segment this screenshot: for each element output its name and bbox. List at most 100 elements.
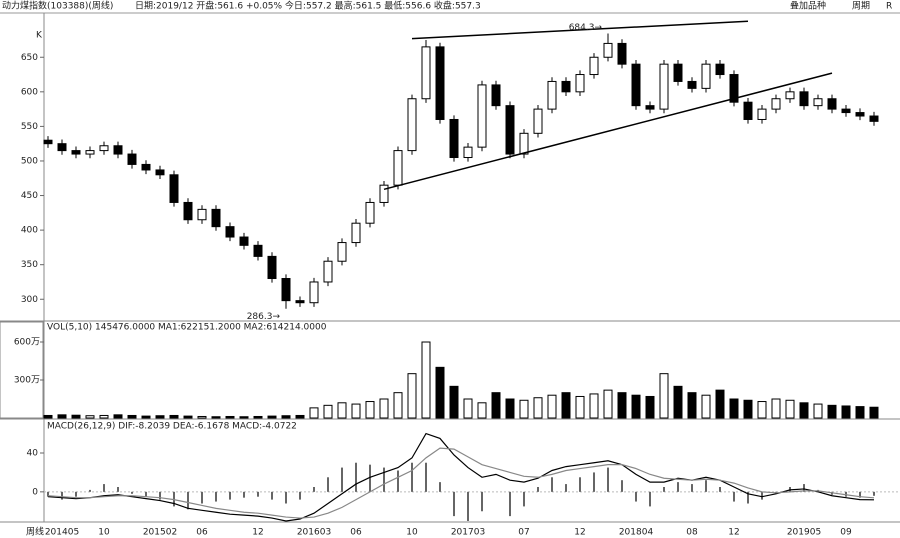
x-tick-label: 06 [350,528,362,538]
candle-body [799,91,809,107]
volume-bar [659,373,669,419]
candle-body [379,184,389,203]
volume-bar [379,398,389,419]
candle-body [43,139,53,145]
volume-bar [869,406,879,419]
x-tick-label: 10 [406,528,418,538]
candle-body [407,98,417,152]
trendline [383,72,833,191]
candle-body [855,112,865,117]
header-button[interactable]: 周期 [852,1,870,12]
volume-bar [785,399,795,419]
candle-body [295,300,305,304]
x-tick-label: 201804 [619,528,654,538]
annotation: 286.3→ [247,312,281,322]
volume-bar [43,414,53,419]
y-tick-label: 40 [27,449,39,459]
candle-body [757,108,767,120]
volume-bar [575,395,585,419]
volume-bar [631,394,641,419]
candle-body [505,105,515,155]
volume-bar [267,415,277,419]
candle-body [603,42,613,58]
candle-body [169,174,179,203]
x-tick-label: 12 [574,528,585,538]
candle-body [701,63,711,89]
volume-bar [701,394,711,419]
volume-bar [365,401,375,419]
candle-body [813,98,823,107]
volume-bar [673,385,683,419]
annotation: 684.3→ [569,23,603,33]
header-button[interactable]: 叠加品种 [790,0,826,12]
candle-body [561,80,571,93]
volume-axis-box [0,321,44,419]
candle-body [71,150,81,155]
volume-bar [743,399,753,419]
volume-bar [757,401,767,419]
volume-bar [57,414,67,419]
volume-bar [85,415,95,419]
candle-body [841,108,851,114]
volume-bar [477,402,487,419]
volume-bar [463,398,473,419]
volume-bar [407,373,417,419]
volume-bar [225,415,235,419]
y-tick-label: 500 [21,156,38,166]
x-tick-label: 12 [252,528,263,538]
volume-bar [561,392,571,419]
volume-bar [113,414,123,419]
volume-bar [855,406,865,419]
y-tick-label: 600 [21,87,38,97]
candle-body [477,84,487,148]
volume-bar [281,415,291,419]
candle-body [281,278,291,302]
candle-body [659,63,669,110]
volume-bar [813,403,823,419]
volume-bar [505,398,515,419]
volume-bar [253,415,263,419]
y-tick-label: 300万 [14,376,40,386]
volume-bar [211,416,221,419]
volume-bar [393,392,403,419]
volume-bar [603,389,613,419]
volume-bar [309,407,319,419]
candle-body [827,98,837,110]
volume-bar [827,404,837,419]
candle-body [533,108,543,134]
candle-body [631,63,641,107]
volume-bar [169,414,179,419]
candle-body [365,201,375,224]
panel-label: K [36,31,43,41]
candle-body [547,80,557,110]
volume-bar [715,389,725,419]
candle-body [435,46,445,120]
volume-legend: VOL(5,10) 145476.0000 MA1:622151.2000 MA… [47,323,327,333]
candle-body [99,145,109,152]
x-tick-label: 12 [728,528,739,538]
candle-body [519,132,529,155]
candle-body [337,242,347,262]
candle-body [197,208,207,221]
candle-body [225,226,235,238]
macd-line [47,432,875,522]
volume-bar [127,414,137,419]
candle-body [673,63,683,82]
x-tick-label: 06 [196,528,208,538]
volume-bar [183,415,193,419]
candle-body [785,91,795,100]
volume-bar [295,414,305,419]
candle-body [715,63,725,76]
x-tick-label: 201502 [143,528,177,538]
candle-body [253,244,263,257]
trendline [411,20,749,40]
header-button[interactable]: R [886,2,892,12]
candle-body [309,281,319,304]
candle-body [183,201,193,221]
x-tick-label: 08 [686,528,698,538]
volume-bar [141,415,151,419]
candle-body [743,101,753,120]
volume-bar [421,341,431,419]
x-tick-label: 201905 [787,528,821,538]
